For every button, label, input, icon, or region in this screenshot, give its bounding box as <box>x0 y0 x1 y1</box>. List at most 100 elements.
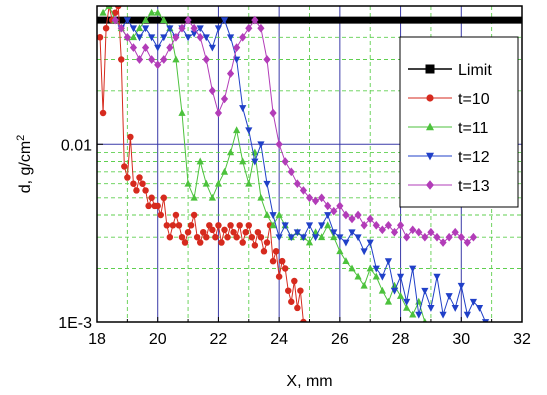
data-point-t-13 <box>208 86 216 96</box>
data-point-t-13 <box>245 23 253 33</box>
data-point-t-13 <box>148 55 156 64</box>
data-point-t-10 <box>127 133 134 141</box>
data-point-t-11 <box>190 193 198 201</box>
data-point-t-12 <box>451 305 459 312</box>
y-axis-title-main: d, g/cm <box>17 141 34 193</box>
data-point-t-11 <box>269 221 277 229</box>
series-t-10 <box>97 6 307 322</box>
data-point-t-12 <box>245 127 253 135</box>
data-point-t-11 <box>178 109 186 116</box>
data-point-t-10 <box>160 194 168 202</box>
data-point-t-10 <box>285 287 292 294</box>
data-point-t-12 <box>160 34 168 42</box>
x-axis-title: X, mm <box>286 373 332 390</box>
data-point-t-13 <box>378 225 386 235</box>
data-point-t-12 <box>214 25 223 33</box>
data-point-t-13 <box>178 23 186 33</box>
data-point-t-13 <box>324 201 332 211</box>
data-point-t-13 <box>160 55 168 64</box>
data-point-t-10 <box>181 239 189 246</box>
data-point-t-12 <box>154 44 162 52</box>
data-point-t-10 <box>166 233 174 241</box>
data-point-t-11 <box>422 318 427 322</box>
data-point-t-10 <box>224 233 231 241</box>
legend-item-t-12: t=12 <box>408 149 490 166</box>
data-point-t-13 <box>433 232 441 242</box>
data-point-t-10 <box>196 239 204 246</box>
data-point-t-10 <box>233 233 240 241</box>
data-point-t-11 <box>342 257 350 265</box>
data-point-t-12 <box>324 212 332 219</box>
legend-marker <box>426 94 434 102</box>
data-point-t-11 <box>384 297 393 305</box>
data-point-t-11 <box>245 179 253 187</box>
data-point-t-10 <box>133 187 140 194</box>
data-point-t-12 <box>403 298 411 306</box>
data-point-t-13 <box>305 193 314 203</box>
data-point-t-10 <box>145 202 152 210</box>
x-tick-label: 24 <box>270 331 288 348</box>
data-point-t-12 <box>305 222 314 230</box>
data-point-t-13 <box>403 232 411 242</box>
data-point-t-11 <box>396 292 405 299</box>
data-point-t-12 <box>384 258 393 266</box>
data-point-t-12 <box>275 234 283 242</box>
data-point-t-10 <box>102 24 110 32</box>
data-point-t-12 <box>439 311 447 319</box>
data-point-t-10 <box>263 239 271 246</box>
data-point-t-13 <box>220 94 229 104</box>
legend-label: t=10 <box>458 91 490 108</box>
data-point-t-13 <box>123 32 131 42</box>
data-point-t-13 <box>427 227 435 237</box>
data-point-t-13 <box>257 23 265 33</box>
data-point-t-13 <box>263 55 271 64</box>
data-point-t-13 <box>390 227 399 237</box>
data-point-t-10 <box>278 257 286 265</box>
data-point-t-11 <box>172 55 180 63</box>
data-point-t-13 <box>463 238 471 247</box>
data-point-t-10 <box>227 222 234 229</box>
x-tick-label: 30 <box>452 331 470 348</box>
x-tick-label: 22 <box>210 331 228 348</box>
data-point-t-10 <box>190 211 198 219</box>
data-point-t-12 <box>190 30 198 38</box>
data-point-t-11 <box>184 179 192 187</box>
data-point-t-12 <box>141 25 150 33</box>
data-point-t-12 <box>251 158 259 166</box>
data-point-t-12 <box>311 234 320 242</box>
data-point-t-13 <box>166 43 174 52</box>
data-point-t-10 <box>297 287 304 294</box>
data-point-t-10 <box>111 9 119 16</box>
data-point-t-13 <box>172 32 180 42</box>
data-point-t-13 <box>318 193 326 203</box>
data-point-t-13 <box>251 15 259 25</box>
data-point-t-13 <box>354 210 362 220</box>
data-point-t-12 <box>330 229 338 237</box>
data-point-t-13 <box>348 214 356 224</box>
data-point-t-10 <box>203 233 210 241</box>
data-point-t-13 <box>233 43 241 52</box>
data-point-t-10 <box>154 202 161 210</box>
data-point-t-13 <box>330 206 338 216</box>
data-point-t-12 <box>220 17 229 25</box>
data-point-t-12 <box>336 234 344 242</box>
x-tick-label: 28 <box>392 331 410 348</box>
data-point-t-13 <box>141 43 150 52</box>
data-point-t-11 <box>135 24 144 32</box>
data-point-t-10 <box>115 6 122 10</box>
data-point-t-10 <box>288 298 295 305</box>
data-point-t-10 <box>139 180 146 187</box>
data-point-t-12 <box>166 25 174 33</box>
data-point-t-13 <box>190 23 198 33</box>
legend-marker <box>425 64 435 74</box>
data-point-t-13 <box>202 55 210 64</box>
data-point-t-13 <box>135 55 144 64</box>
data-point-t-11 <box>214 179 223 187</box>
data-point-t-13 <box>360 220 368 230</box>
data-point-t-12 <box>123 17 131 25</box>
data-point-t-13 <box>196 32 204 42</box>
data-point-t-12 <box>293 229 301 237</box>
data-point-t-11 <box>99 8 107 16</box>
data-point-t-10 <box>209 226 216 234</box>
data-point-t-12 <box>427 305 435 312</box>
